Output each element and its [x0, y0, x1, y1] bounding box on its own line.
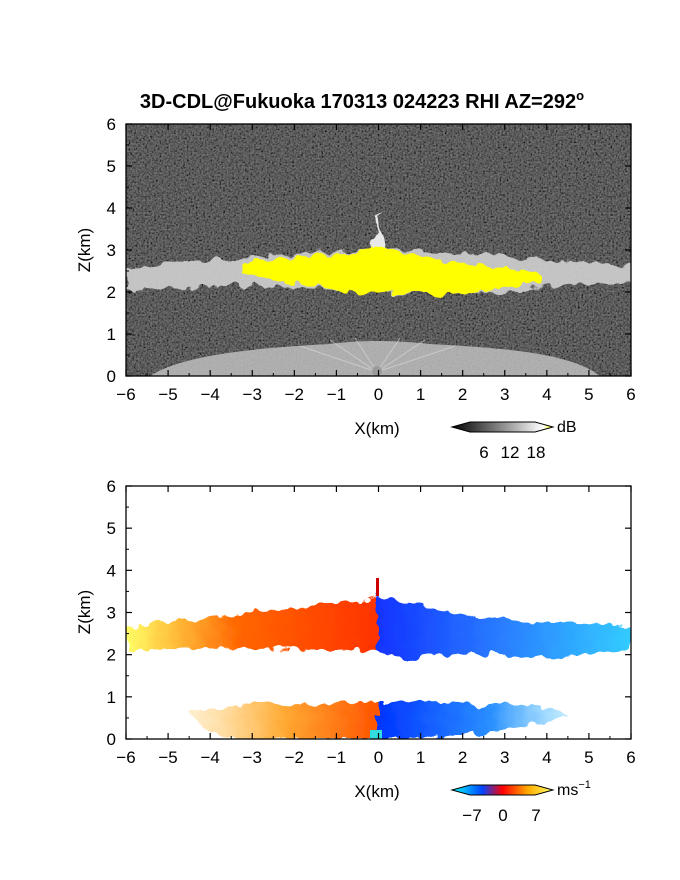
velocity-xtick-label: −4: [200, 748, 219, 767]
velocity-ylabel: Z(km): [75, 590, 94, 634]
receding-layer-echo: [377, 596, 631, 660]
intensity-colorbar-tick-label: 6: [479, 443, 488, 462]
ground-clutter-echo: [150, 341, 600, 376]
radar-site-marker: [372, 366, 382, 376]
intensity-xtick-label: −4: [200, 385, 219, 404]
intensity-plot-area: [126, 124, 631, 376]
intensity-xtick-label: 3: [500, 385, 509, 404]
velocity-colorbar-tick-label: −7: [462, 806, 481, 825]
velocity-ytick-label: 0: [107, 730, 116, 749]
intensity-ytick-label: 3: [107, 241, 116, 260]
intensity-ytick-label: 4: [107, 199, 116, 218]
velocity-ytick-label: 1: [107, 688, 116, 707]
intensity-xtick-label: −5: [158, 385, 177, 404]
low-approaching-echo: [190, 702, 377, 739]
intensity-colorbar-unit: dB: [557, 419, 577, 436]
degree-symbol: o: [576, 88, 584, 103]
low-receding-echo: [377, 702, 566, 739]
strong-return-echo: [243, 244, 540, 296]
chart-title: 3D-CDL@Fukuoka 170313 024223 RHI AZ=292o: [140, 88, 584, 113]
velocity-unit-exponent: −1: [578, 779, 591, 791]
radar-site-return: [370, 730, 382, 739]
velocity-xtick-label: −3: [243, 748, 262, 767]
velocity-colorbar-unit: ms−1: [557, 779, 591, 799]
velocity-ytick-label: 2: [107, 646, 116, 665]
intensity-colorbar-tick-label: 12: [501, 443, 520, 462]
cloud-top-spike: [374, 212, 382, 248]
velocity-ytick-label: 5: [107, 519, 116, 538]
velocity-axes: −6 −5 −4 −3 −2 −1 0 1 2 3 4 5 6 0 1 2 3 4 5 6: [107, 477, 636, 767]
intensity-xlabel: X(km): [354, 419, 399, 438]
velocity-xtick-label: −2: [285, 748, 304, 767]
velocity-xtick-label: 3: [500, 748, 509, 767]
intensity-ytick-label: 0: [107, 367, 116, 386]
intensity-ytick-label: 6: [107, 115, 116, 134]
intensity-xtick-label: 1: [416, 385, 425, 404]
velocity-ytick-label: 3: [107, 604, 116, 623]
velocity-unit-base: ms: [557, 782, 578, 799]
intensity-xtick-label: −1: [327, 385, 346, 404]
velocity-xtick-label: 4: [542, 748, 551, 767]
velocity-colorbar-tick-label: 0: [498, 806, 507, 825]
velocity-xlabel: X(km): [354, 782, 399, 801]
intensity-xtick-label: −3: [243, 385, 262, 404]
velocity-echoes: [126, 596, 631, 739]
velocity-colorbar-ticks: −7 0 7: [462, 806, 540, 825]
intensity-xtick-label: 4: [542, 385, 551, 404]
spike-return: [376, 578, 379, 596]
velocity-colorbar: −7 0 7 ms−1: [450, 779, 591, 825]
intensity-axes: −6 −5 −4 −3 −2 −1 0 1 2 3 4 5 6 0 1 2 3 4 5 6: [107, 115, 636, 404]
velocity-xtick-label: 0: [374, 748, 383, 767]
chart-title-text: 3D-CDL@Fukuoka 170313 024223 RHI AZ=292: [140, 91, 576, 113]
velocity-xtick-label: −5: [158, 748, 177, 767]
intensity-xtick-label: 2: [458, 385, 467, 404]
intensity-ylabel: Z(km): [75, 228, 94, 272]
velocity-xtick-label: 1: [416, 748, 425, 767]
velocity-colorbar-bar: [450, 784, 555, 796]
ground-rays: [299, 337, 456, 373]
intensity-xtick-label: 0: [374, 385, 383, 404]
velocity-plot-area: [126, 578, 631, 739]
velocity-xtick-label: 5: [584, 748, 593, 767]
velocity-xtick-label: −1: [327, 748, 346, 767]
intensity-xtick-label: −2: [285, 385, 304, 404]
intensity-ytick-label: 2: [107, 283, 116, 302]
velocity-colorbar-tick-label: 7: [531, 806, 540, 825]
velocity-ytick-label: 4: [107, 561, 116, 580]
intensity-colorbar: 6 12 18 dB: [450, 419, 577, 462]
intensity-xtick-label: 6: [626, 385, 635, 404]
intensity-echoes: [126, 212, 631, 296]
velocity-xtick-label: 6: [626, 748, 635, 767]
intensity-ytick-label: 1: [107, 325, 116, 344]
intensity-ytick-label: 5: [107, 157, 116, 176]
intensity-xtick-label: 5: [584, 385, 593, 404]
intensity-colorbar-bar: [450, 421, 555, 433]
velocity-panel: −6 −5 −4 −3 −2 −1 0 1 2 3 4 5 6 0 1 2 3 4 5 6 X(km) Z(km) −…: [75, 477, 636, 825]
intensity-colorbar-tick-label: 18: [527, 443, 546, 462]
intensity-colorbar-ticks: 6 12 18: [479, 443, 545, 462]
velocity-ytick-label: 6: [107, 477, 116, 496]
velocity-xtick-label: 2: [458, 748, 467, 767]
approaching-layer-echo: [126, 598, 377, 652]
velocity-xtick-label: −6: [116, 748, 135, 767]
intensity-xtick-label: −6: [116, 385, 135, 404]
